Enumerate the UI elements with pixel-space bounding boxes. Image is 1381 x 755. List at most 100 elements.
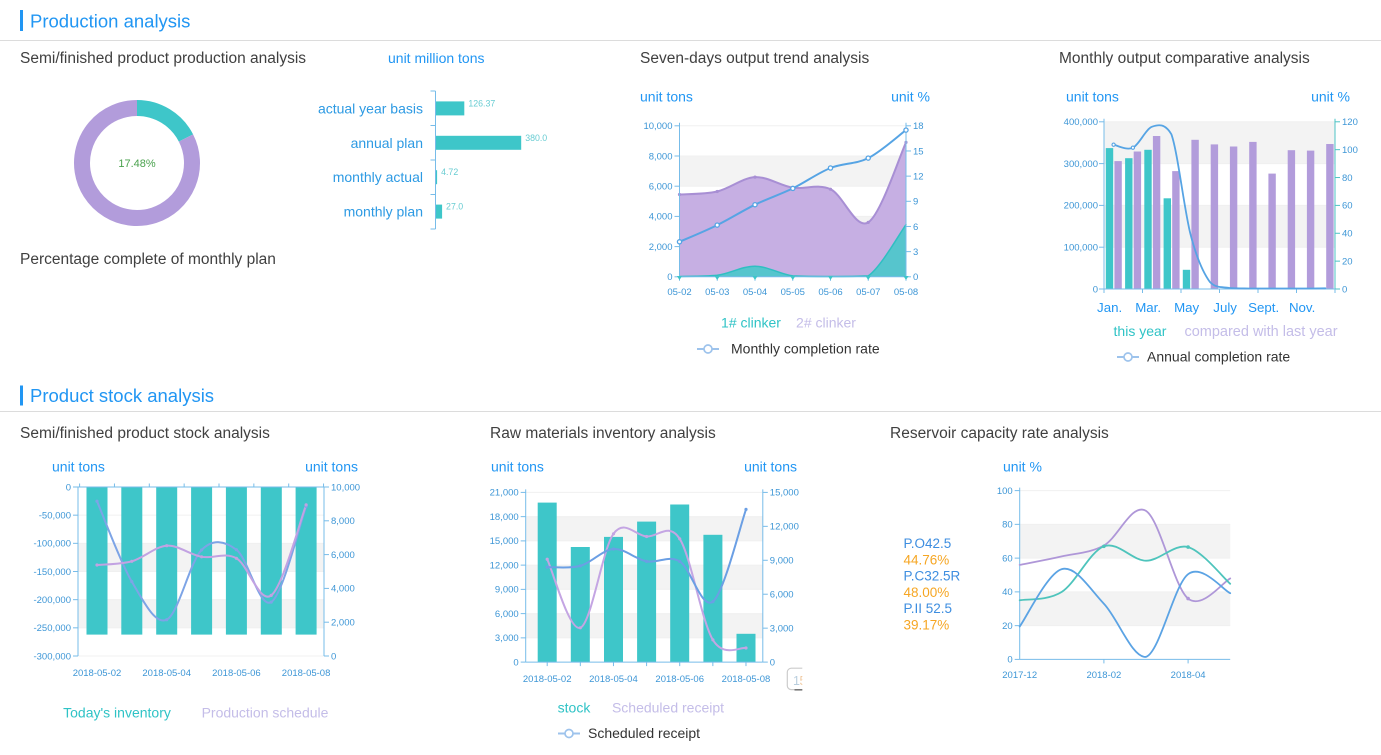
- svg-text:44.76%: 44.76%: [904, 552, 950, 567]
- svg-text:Raw materials inventory analys: Raw materials inventory analysis: [490, 425, 716, 442]
- svg-text:8,000: 8,000: [331, 516, 355, 527]
- svg-text:18: 18: [913, 121, 924, 132]
- svg-text:2018-05-02: 2018-05-02: [523, 674, 572, 685]
- svg-text:0: 0: [513, 657, 518, 668]
- svg-text:2018-05-02: 2018-05-02: [73, 668, 122, 679]
- svg-text:monthly actual: monthly actual: [333, 169, 423, 185]
- svg-text:0: 0: [913, 272, 918, 283]
- svg-text:-200,000: -200,000: [33, 595, 71, 606]
- svg-text:9,000: 9,000: [770, 556, 794, 567]
- svg-text:05-03: 05-03: [705, 287, 729, 298]
- svg-text:unit tons: unit tons: [491, 459, 544, 475]
- svg-text:0: 0: [66, 482, 71, 493]
- svg-text:17.48%: 17.48%: [118, 158, 156, 170]
- svg-text:126.37: 126.37: [468, 98, 495, 108]
- svg-text:compared with last year: compared with last year: [1184, 324, 1337, 340]
- svg-text:P.C32.5R: P.C32.5R: [904, 569, 961, 584]
- svg-text:400,000: 400,000: [1064, 117, 1098, 128]
- svg-text:2017-12: 2017-12: [1002, 670, 1037, 681]
- svg-text:27.0: 27.0: [446, 202, 463, 212]
- svg-text:Mar.: Mar.: [1135, 300, 1161, 315]
- svg-text:2018-05-06: 2018-05-06: [212, 668, 261, 679]
- svg-text:10,000: 10,000: [331, 482, 360, 493]
- svg-text:3: 3: [913, 247, 918, 258]
- svg-text:2018-05-08: 2018-05-08: [722, 674, 771, 685]
- svg-text:stock: stock: [558, 700, 592, 716]
- svg-text:2018-02: 2018-02: [1086, 670, 1121, 681]
- svg-text:-150,000: -150,000: [33, 567, 71, 578]
- svg-text:21,000: 21,000: [490, 488, 519, 499]
- svg-text:unit %: unit %: [1003, 459, 1042, 475]
- svg-text:12: 12: [913, 171, 924, 182]
- svg-text:Reservoir capacity rate analys: Reservoir capacity rate analysis: [890, 425, 1109, 442]
- svg-text:Sept.: Sept.: [1248, 300, 1279, 315]
- svg-text:3,000: 3,000: [495, 633, 519, 644]
- svg-text:15,000: 15,000: [770, 488, 799, 499]
- svg-text:Percentage complete of monthly: Percentage complete of monthly plan: [20, 251, 276, 268]
- svg-text:12,000: 12,000: [770, 522, 799, 533]
- svg-text:0: 0: [331, 651, 336, 662]
- svg-text:0: 0: [1093, 284, 1098, 295]
- svg-text:July: July: [1213, 300, 1237, 315]
- svg-text:0: 0: [1342, 284, 1347, 295]
- svg-text:18,000: 18,000: [490, 512, 519, 523]
- svg-text:Monthly output comparative ana: Monthly output comparative analysis: [1059, 50, 1310, 67]
- svg-text:6: 6: [913, 222, 918, 233]
- svg-text:05-06: 05-06: [818, 287, 842, 298]
- svg-text:9,000: 9,000: [495, 585, 519, 596]
- svg-text:May: May: [1174, 300, 1199, 315]
- svg-text:12,000: 12,000: [490, 560, 519, 571]
- svg-text:Scheduled receipt: Scheduled receipt: [612, 700, 724, 716]
- svg-text:Semi/finished product producti: Semi/finished product production analysi…: [20, 50, 306, 67]
- svg-text:15: 15: [913, 146, 924, 157]
- svg-text:2# clinker: 2# clinker: [796, 315, 856, 331]
- svg-text:05-04: 05-04: [743, 287, 767, 298]
- svg-text:-100,000: -100,000: [33, 539, 71, 550]
- svg-text:Semi/finished product stock an: Semi/finished product stock analysis: [20, 425, 270, 442]
- svg-text:3,000: 3,000: [770, 623, 794, 634]
- svg-text:05-07: 05-07: [856, 287, 880, 298]
- svg-text:2,000: 2,000: [649, 242, 673, 253]
- svg-text:P.II 52.5: P.II 52.5: [904, 601, 953, 616]
- svg-text:05-02: 05-02: [667, 287, 691, 298]
- svg-text:annual plan: annual plan: [351, 135, 423, 151]
- svg-text:2,000: 2,000: [331, 618, 355, 629]
- svg-text:Today's inventory: Today's inventory: [63, 705, 171, 721]
- svg-text:200,000: 200,000: [1064, 201, 1098, 212]
- svg-text:4,000: 4,000: [649, 212, 673, 223]
- svg-text:2018-05-08: 2018-05-08: [282, 668, 331, 679]
- svg-text:60: 60: [1002, 553, 1013, 564]
- svg-text:0: 0: [770, 657, 775, 668]
- svg-text:300,000: 300,000: [1064, 159, 1098, 170]
- svg-text:2018-05-04: 2018-05-04: [142, 668, 191, 679]
- svg-text:6,000: 6,000: [495, 609, 519, 620]
- svg-text:Seven-days output trend analys: Seven-days output trend analysis: [640, 50, 869, 67]
- svg-text:100: 100: [1342, 145, 1358, 156]
- svg-text:0: 0: [667, 272, 672, 283]
- svg-text:Scheduled receipt: Scheduled receipt: [588, 725, 700, 741]
- svg-text:1# clinker: 1# clinker: [721, 315, 781, 331]
- svg-text:20: 20: [1002, 621, 1013, 632]
- svg-text:Production analysis: Production analysis: [30, 11, 190, 32]
- svg-text:80: 80: [1002, 520, 1013, 531]
- svg-text:100: 100: [997, 486, 1013, 497]
- svg-text:39.17%: 39.17%: [904, 618, 950, 633]
- svg-text:monthly plan: monthly plan: [344, 204, 423, 220]
- svg-text:2018-04: 2018-04: [1171, 670, 1206, 681]
- svg-text:8,000: 8,000: [649, 151, 673, 162]
- svg-text:100,000: 100,000: [1064, 243, 1098, 254]
- svg-text:4.72: 4.72: [441, 167, 458, 177]
- svg-text:Jan.: Jan.: [1097, 300, 1122, 315]
- svg-text:0: 0: [1007, 655, 1012, 666]
- svg-text:9: 9: [913, 197, 918, 208]
- svg-text:unit tons: unit tons: [52, 459, 105, 475]
- svg-text:48.00%: 48.00%: [904, 585, 950, 600]
- svg-text:Production schedule: Production schedule: [202, 705, 329, 721]
- svg-text:4,000: 4,000: [331, 584, 355, 595]
- svg-text:40: 40: [1002, 587, 1013, 598]
- svg-text:Product stock analysis: Product stock analysis: [30, 385, 214, 406]
- svg-text:unit million tons: unit million tons: [388, 50, 485, 66]
- svg-text:Annual completion rate: Annual completion rate: [1147, 349, 1290, 365]
- svg-text:6,000: 6,000: [649, 182, 673, 193]
- svg-text:5: 5: [800, 674, 807, 688]
